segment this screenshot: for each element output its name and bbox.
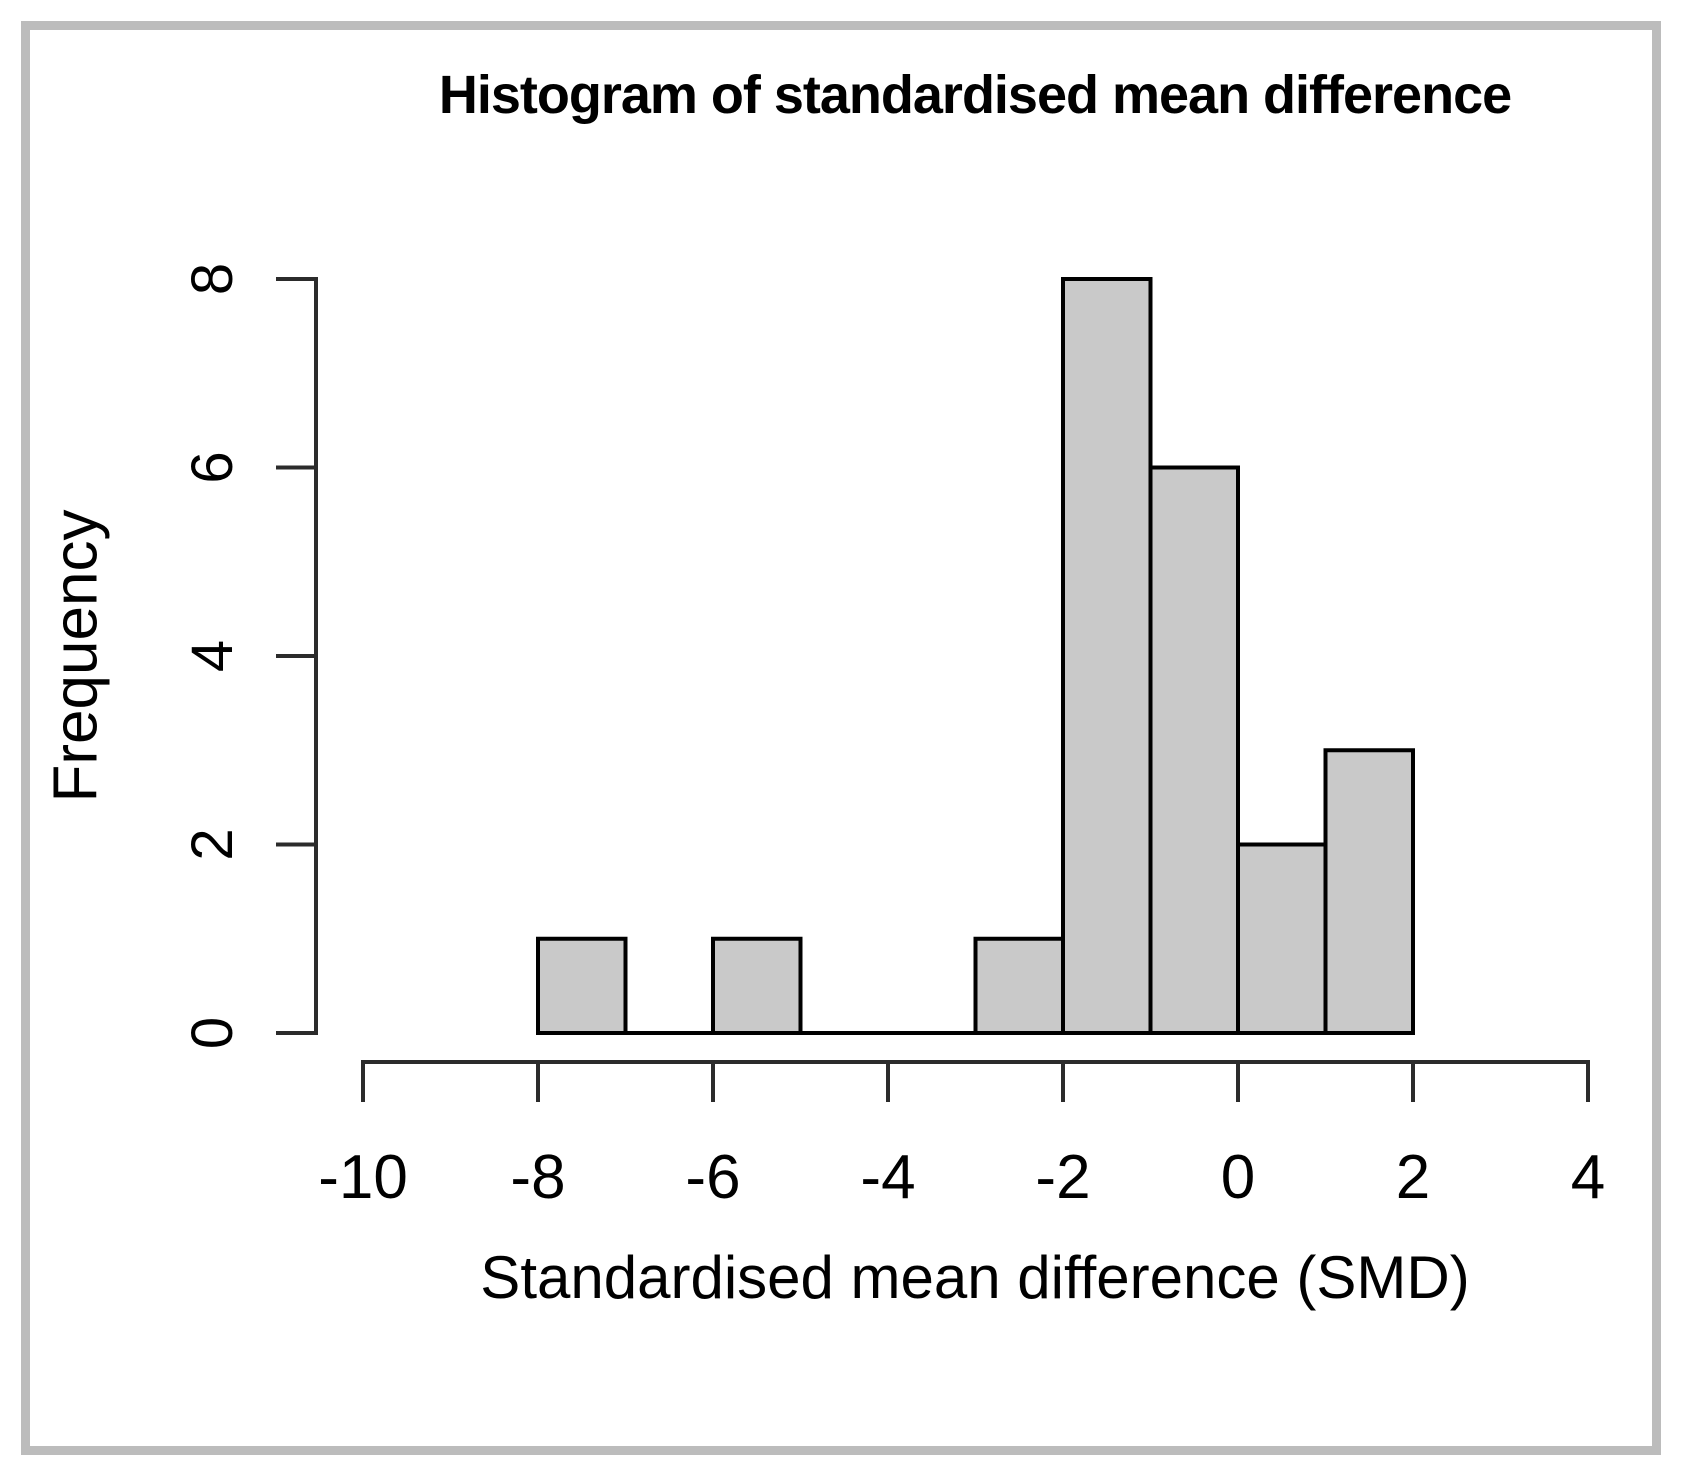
histogram-bar <box>973 936 1065 1035</box>
x-tick-label: 0 <box>1221 1143 1255 1212</box>
y-tick-label: 8 <box>180 263 245 295</box>
x-tick-label: -8 <box>510 1143 565 1212</box>
histogram-bar <box>1148 465 1240 1035</box>
x-axis-label: Standardised mean difference (SMD) <box>480 1244 1470 1311</box>
x-tick-label: -2 <box>1035 1143 1090 1212</box>
y-tick-label: 6 <box>180 451 245 483</box>
histogram-bar <box>1236 842 1328 1035</box>
x-tick-label: 4 <box>1571 1143 1605 1212</box>
x-tick-label: 2 <box>1396 1143 1430 1212</box>
x-tick-label: -4 <box>860 1143 915 1212</box>
y-tick-label: 4 <box>180 640 245 672</box>
y-tick-label: 2 <box>180 828 245 860</box>
histogram-bar <box>1061 277 1153 1035</box>
chart-title: Histogram of standardised mean differenc… <box>438 65 1512 125</box>
histogram-bar <box>1323 748 1415 1035</box>
x-tick-label: -6 <box>685 1143 740 1212</box>
histogram-bar <box>711 936 803 1035</box>
x-tick-label: -10 <box>318 1143 408 1212</box>
histogram-bar <box>536 936 628 1035</box>
y-tick-label: 0 <box>180 1017 245 1049</box>
